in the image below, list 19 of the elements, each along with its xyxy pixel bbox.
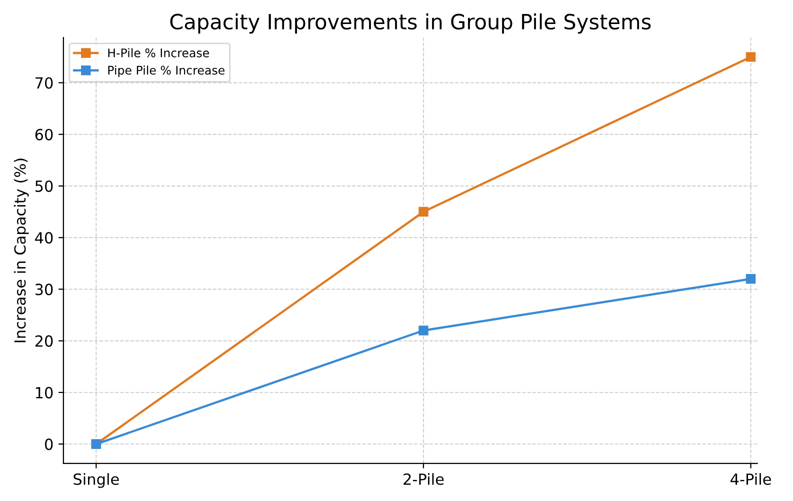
point: [746, 274, 756, 284]
x-tick-label: 4-Pile: [730, 473, 771, 485]
x-tick-label: 2-Pile: [404, 473, 444, 485]
y-tick-label: 40: [35, 232, 53, 244]
y-tick-label: 50: [35, 180, 53, 192]
legend-label: Pipe Pile % Increase: [108, 66, 224, 77]
y-tick-label: 60: [35, 128, 53, 140]
y-tick-label: 20: [35, 335, 53, 347]
point: [418, 206, 428, 217]
y-tick-label: 10: [36, 386, 53, 398]
point: [746, 52, 756, 62]
y-axis-title: Increase in Capacity (%): [14, 158, 29, 342]
chart-title: Capacity Improvements in Group Pile Systems: [170, 13, 651, 34]
y-tick-label: 0: [45, 438, 53, 450]
y-tick-label: 70: [36, 77, 53, 89]
point: [418, 326, 428, 336]
y-tick-label: 30: [35, 284, 53, 296]
legend-label: H-Pile % Increase: [108, 48, 209, 58]
x-tick-label: Single: [74, 473, 119, 488]
